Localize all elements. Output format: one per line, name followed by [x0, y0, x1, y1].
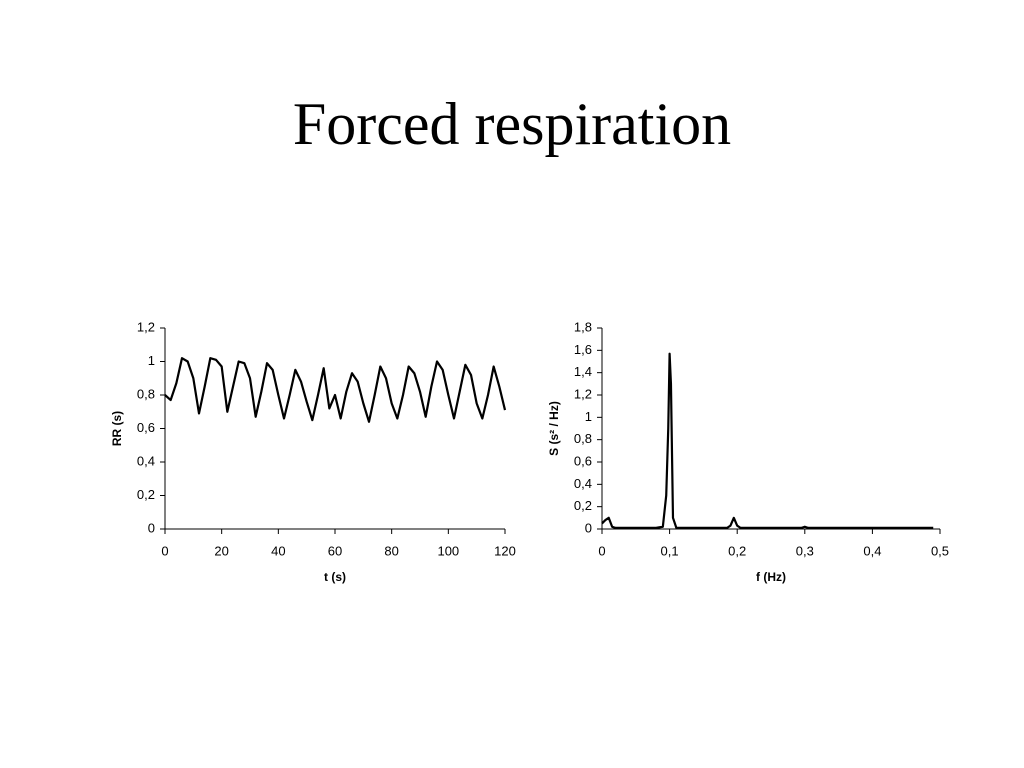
y-tick-label: 1,2 [574, 386, 592, 401]
y-axis-title: S (s² / Hz) [547, 401, 561, 456]
slide-title: Forced respiration [293, 91, 731, 157]
x-tick-label: 0,3 [796, 543, 814, 558]
y-axis-title: RR (s) [110, 411, 124, 446]
x-tick-label: 0,2 [728, 543, 746, 558]
y-tick-label: 0,6 [137, 420, 155, 435]
y-tick-label: 0,8 [137, 386, 155, 401]
y-tick-label: 1 [585, 409, 592, 424]
x-tick-label: 0 [161, 543, 168, 558]
x-tick-label: 80 [384, 543, 398, 558]
y-tick-label: 1 [148, 353, 155, 368]
x-tick-label: 0,1 [661, 543, 679, 558]
x-tick-label: 0,5 [931, 543, 949, 558]
x-tick-label: 0 [598, 543, 605, 558]
y-tick-label: 0 [148, 520, 155, 535]
y-tick-label: 0,6 [574, 453, 592, 468]
x-tick-label: 100 [437, 543, 459, 558]
y-tick-label: 0 [585, 520, 592, 535]
y-tick-label: 1,6 [574, 342, 592, 357]
y-tick-label: 0,4 [137, 453, 155, 468]
y-tick-label: 1,2 [137, 319, 155, 334]
x-tick-label: 40 [271, 543, 285, 558]
y-tick-label: 0,4 [574, 476, 592, 491]
x-tick-label: 60 [328, 543, 342, 558]
x-tick-label: 20 [214, 543, 228, 558]
x-tick-label: 120 [494, 543, 516, 558]
x-axis-title: f (Hz) [756, 570, 786, 584]
y-tick-label: 0,2 [137, 487, 155, 502]
x-axis-title: t (s) [324, 570, 346, 584]
y-tick-label: 1,8 [574, 319, 592, 334]
y-tick-label: 0,8 [574, 431, 592, 446]
y-tick-label: 0,2 [574, 498, 592, 513]
x-tick-label: 0,4 [863, 543, 881, 558]
data-line [164, 357, 507, 423]
data-line [601, 352, 934, 529]
y-tick-label: 1,4 [574, 364, 592, 379]
